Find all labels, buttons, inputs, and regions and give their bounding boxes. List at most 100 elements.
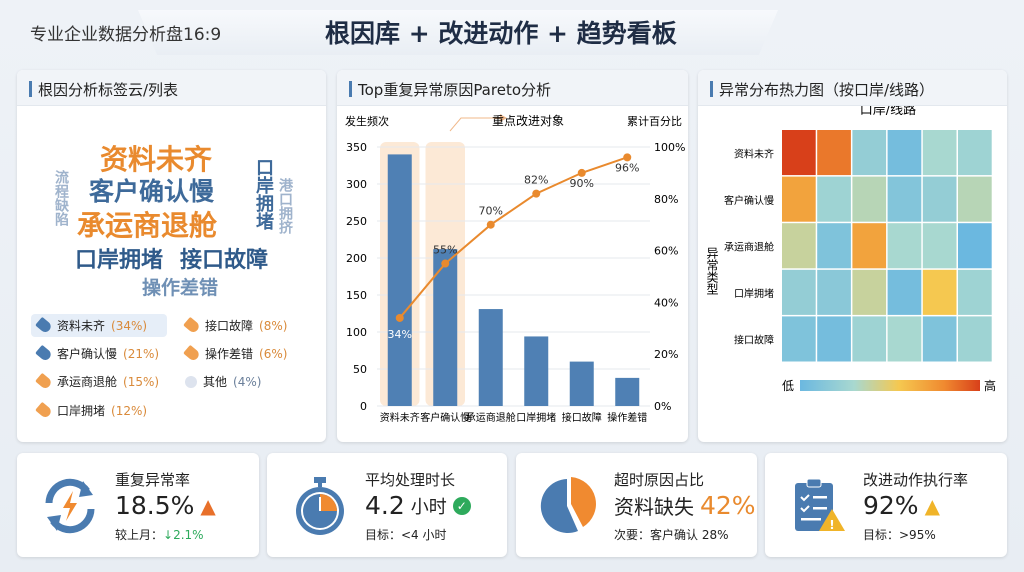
heatmap-cell <box>958 269 992 315</box>
x-tick-label: 口岸拥堵 <box>516 411 556 424</box>
legend-pct: (21%) <box>123 346 160 361</box>
cumulative-label: 82% <box>524 174 548 187</box>
heatmap-cell <box>782 316 816 362</box>
y-axis-label: 异常类型 <box>705 247 719 295</box>
x-axis-label: 口岸/线路 <box>860 106 916 118</box>
heatmap-cell <box>958 223 992 269</box>
y2-tick-label: 60% <box>654 245 678 258</box>
panel-title: 异常分布热力图（按口岸/线路） <box>698 70 1007 106</box>
kpi-action-rate: ! 改进动作执行率 92% ▲ 目标：>95% <box>765 453 1007 557</box>
y-tick-label: 客户确认慢 <box>724 194 774 207</box>
cumulative-label: 34% <box>388 328 412 341</box>
cumulative-label: 96% <box>615 161 639 174</box>
y-tick-label: 250 <box>346 215 367 228</box>
heatmap-chart: 口岸/线路上海港宁波港深圳港广州港青岛港天津港异常类型资料未齐客户确认慢承运商退… <box>705 106 996 393</box>
legend-pct: (4%) <box>233 374 262 389</box>
heatmap-cell <box>817 130 851 176</box>
legend-item[interactable]: 其他 (4%) <box>179 370 267 393</box>
cloud-word[interactable]: 资料未齐 <box>100 143 213 176</box>
y-tick-label: 承运商退舱 <box>724 241 774 254</box>
cloud-word[interactable]: 客户确认慢 <box>89 177 215 206</box>
y2-tick-label: 40% <box>654 296 678 309</box>
x-tick-label: 操作差错 <box>607 411 647 424</box>
annotation-arrow-head <box>500 114 507 122</box>
stopwatch-icon <box>296 477 344 535</box>
kpi-value: 18.5% <box>115 491 195 520</box>
heatmap-cell <box>852 223 887 269</box>
bar <box>433 249 458 406</box>
tag-cloud-panel: 根因分析标签云/列表 资料未齐 客户确认慢 承运商退舱 口岸拥堵 接口故障 操作差错 流程缺… <box>17 70 326 442</box>
x-tick-label: 承运商退舱 <box>466 411 516 424</box>
annotation-label: 重点改进对象 <box>492 114 564 128</box>
tag-icon <box>35 344 53 363</box>
legend-item[interactable]: 承运商退舱 (15%) <box>31 370 165 393</box>
x-tick-label: 客户确认慢 <box>420 411 470 424</box>
heatmap-cell <box>852 269 887 315</box>
heatmap-cell <box>782 130 816 176</box>
y-tick-label: 300 <box>346 178 367 191</box>
kpi-sub-label: 目标：<4 小时 <box>365 528 447 542</box>
kpi-trend: ↓2.1% <box>163 528 204 542</box>
tag-icon <box>35 372 53 391</box>
cloud-word[interactable]: 承运商退舱 <box>77 209 218 242</box>
cloud-word[interactable]: 流程缺陷 <box>53 170 69 226</box>
heatmap-cell <box>817 223 851 269</box>
kpi-unit: 小时 <box>410 496 447 518</box>
legend-pct: (34%) <box>111 318 148 333</box>
cumulative-point <box>532 189 541 198</box>
legend-item[interactable]: 客户确认慢 (21%) <box>31 342 165 365</box>
legend-name: 承运商退舱 <box>57 375 118 389</box>
bar <box>478 309 503 406</box>
cumulative-point <box>577 168 586 177</box>
kpi-value-prefix: 资料缺失 <box>614 495 694 519</box>
y-tick-label: 0 <box>360 400 367 413</box>
refresh-lightning-icon <box>45 478 95 534</box>
tag-icon <box>183 316 201 335</box>
heatmap-cell <box>958 316 992 362</box>
bar <box>615 377 640 406</box>
legend-item[interactable]: 资料未齐 (34%) <box>31 314 167 337</box>
y2-axis-label: 累计百分比 <box>627 115 682 128</box>
kpi-title: 改进动作执行率 <box>863 471 969 489</box>
legend-name: 客户确认慢 <box>57 347 118 361</box>
cloud-word[interactable]: 港口拥挤 <box>277 178 293 234</box>
y2-tick-label: 0% <box>654 400 671 413</box>
kpi-title: 重复异常率 <box>115 471 191 489</box>
heatmap-cell <box>817 269 851 315</box>
heatmap-cell <box>782 223 816 269</box>
scale-high-label: 高 <box>984 378 996 393</box>
svg-text:!: ! <box>829 518 834 532</box>
panel-title: Top重复异常原因Pareto分析 <box>337 70 688 106</box>
x-tick-label: 资料未齐 <box>380 411 420 424</box>
kpi-timeout-cause: 超时原因占比 资料缺失 42% 次要：客户确认 28% <box>516 453 757 557</box>
heatmap-cell <box>887 176 922 222</box>
cloud-word[interactable]: 口岸拥堵 <box>75 248 164 273</box>
heatmap-cell <box>852 316 887 362</box>
cloud-word[interactable]: 口岸拥堵 <box>253 158 274 230</box>
legend-pct: (15%) <box>123 374 160 389</box>
cloud-word[interactable]: 操作差错 <box>142 277 219 299</box>
cumulative-label: 70% <box>479 205 503 218</box>
panel-title: 根因分析标签云/列表 <box>17 70 326 106</box>
x-tick-label: 接口故障 <box>562 411 602 424</box>
warning-icon: ▲ <box>200 493 216 518</box>
y-tick-label: 口岸拥堵 <box>734 287 774 300</box>
heatmap-cell <box>887 130 922 176</box>
bar <box>387 154 412 406</box>
heatmap-cell <box>958 176 992 222</box>
legend-item[interactable]: 操作差错 (6%) <box>179 342 293 365</box>
heatmap-cell <box>922 269 957 315</box>
y-tick-label: 50 <box>353 363 367 376</box>
legend-item[interactable]: 口岸拥堵 (12%) <box>31 399 153 422</box>
y2-tick-label: 20% <box>654 348 678 361</box>
y-axis-label: 发生频次 <box>345 114 389 128</box>
cloud-word[interactable]: 接口故障 <box>180 248 269 273</box>
cumulative-line <box>398 156 628 319</box>
cumulative-label: 55% <box>433 244 457 257</box>
legend-item[interactable]: 接口故障 (8%) <box>179 314 293 337</box>
cumulative-point <box>441 259 450 268</box>
page-title: 根因库 + 改进动作 + 趋势看板 <box>325 19 677 48</box>
heatmap-cell <box>852 130 887 176</box>
kpi-title: 超时原因占比 <box>614 471 705 489</box>
warning-icon: ▲ <box>924 493 940 518</box>
